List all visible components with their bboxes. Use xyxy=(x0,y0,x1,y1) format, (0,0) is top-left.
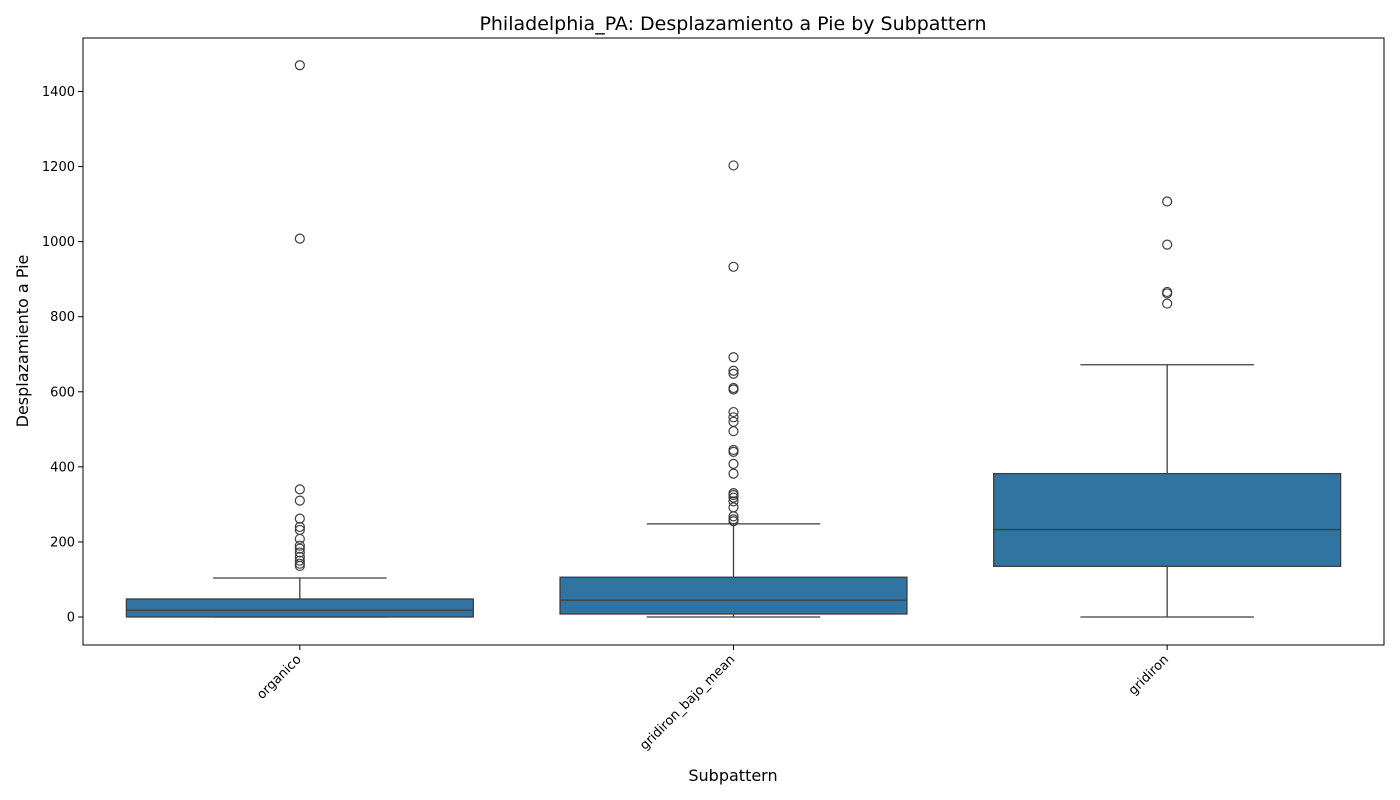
outlier-point xyxy=(1162,196,1173,207)
outlier-point xyxy=(728,492,739,503)
x-tick-label: organico xyxy=(254,652,304,702)
box-iqr xyxy=(993,472,1342,567)
outlier-point xyxy=(294,484,305,495)
outlier-point xyxy=(728,352,739,363)
outlier-point xyxy=(728,489,739,501)
plot-area xyxy=(125,60,1342,618)
y-axis-label: Desplazamiento a Pie xyxy=(13,255,32,428)
y-tick-label: 1000 xyxy=(42,235,75,250)
outlier-point xyxy=(728,511,739,522)
outlier-point xyxy=(1162,288,1173,299)
outlier-point xyxy=(1162,239,1173,250)
outlier-point xyxy=(294,521,305,533)
outlier-point xyxy=(294,540,305,551)
outlier-point xyxy=(728,516,739,527)
outlier-point xyxy=(728,365,739,376)
outlier-point xyxy=(294,495,305,506)
outlier-point xyxy=(728,384,739,395)
outlier-point xyxy=(728,368,739,379)
y-tick-label: 600 xyxy=(50,385,75,400)
y-tick-label: 400 xyxy=(50,460,75,475)
outlier-point xyxy=(294,555,305,566)
box-iqr xyxy=(559,576,908,615)
y-tick-label: 200 xyxy=(50,535,75,550)
outlier-point xyxy=(728,412,739,423)
outlier-point xyxy=(1162,298,1173,309)
outlier-point xyxy=(728,496,739,507)
x-axis-label: Subpattern xyxy=(688,766,777,785)
outlier-point xyxy=(728,446,739,457)
y-tick-label: 0 xyxy=(67,611,75,626)
y-tick-label: 1400 xyxy=(42,85,75,100)
box-iqr xyxy=(125,598,474,618)
outlier-point xyxy=(728,458,739,469)
outlier-point xyxy=(294,547,305,558)
outlier-point xyxy=(728,406,739,418)
outlier-point xyxy=(728,261,739,272)
outlier-point xyxy=(728,426,739,437)
y-tick-label: 1200 xyxy=(42,160,75,175)
box-group xyxy=(559,160,908,618)
outlier-point xyxy=(294,543,305,554)
box-group xyxy=(125,60,474,618)
outlier-point xyxy=(294,560,305,572)
outlier-point xyxy=(294,533,305,545)
outlier-point xyxy=(294,233,305,244)
outlier-point xyxy=(728,468,739,479)
box-group xyxy=(993,196,1342,618)
outlier-point xyxy=(294,513,305,524)
outlier-point xyxy=(294,60,305,71)
outlier-point xyxy=(728,160,739,171)
chart-title: Philadelphia_PA: Desplazamiento a Pie by… xyxy=(479,13,986,35)
x-tick-label: gridiron_bajo_mean xyxy=(637,652,738,753)
y-tick-label: 800 xyxy=(50,310,75,325)
x-tick-label: gridiron xyxy=(1126,652,1172,698)
outlier-point xyxy=(728,502,739,513)
